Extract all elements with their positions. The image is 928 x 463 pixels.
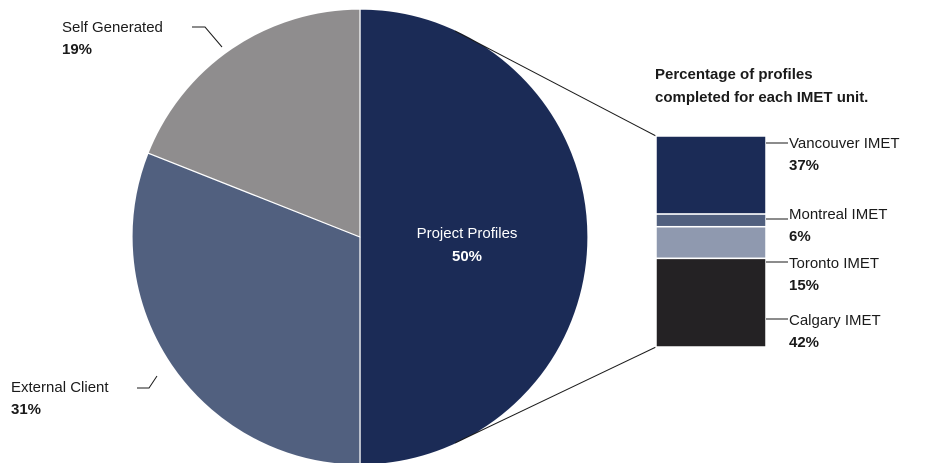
pie-labels: Project Profiles 50% Self Generated 19% Exte… [11,19,517,418]
leader-external-client [137,375,158,389]
bar-segment-toronto [655,225,767,260]
bar-value-toronto: 15% [789,277,819,294]
pie-label-project-profiles: Project Profiles [417,225,518,242]
pie-label-external-client: External Client [11,379,109,396]
pie-value-external-client: 31% [11,401,41,418]
bar-label-montreal: Montreal IMET [789,206,887,223]
pie-slice-self-generated [147,8,361,238]
bar-value-vancouver: 37% [789,157,819,174]
leader-self-generated [192,26,223,48]
bar-value-montreal: 6% [789,228,811,245]
bar-labels: Vancouver IMET 37% Montreal IMET 6% Toronto … [766,135,900,351]
bar-label-calgary: Calgary IMET [789,312,881,329]
pie-value-project-profiles: 50% [452,248,482,265]
pie-slice-project-profiles [359,8,589,463]
bar-chart-title-line-1: Percentage of profiles [655,66,813,83]
bar-label-vancouver: Vancouver IMET [789,135,900,152]
bar-label-toronto: Toronto IMET [789,255,879,272]
pie-slice-external-client [131,152,361,463]
pie-chart [131,8,589,463]
bar-segment-calgary [655,257,767,348]
connector-line-top [454,30,657,137]
bar-chart-title-line-2: completed for each IMET unit. [655,89,868,106]
bar-segment-montreal [655,213,767,228]
pie-label-self-generated: Self Generated [62,19,163,36]
pie-value-self-generated: 19% [62,41,92,58]
bar-segment-vancouver [655,135,767,215]
stacked-bar-chart: Percentage of profiles completed for eac… [655,66,868,348]
bar-value-calgary: 42% [789,334,819,351]
pie-to-bar-connectors [454,30,657,444]
connector-line-bottom [454,346,657,444]
